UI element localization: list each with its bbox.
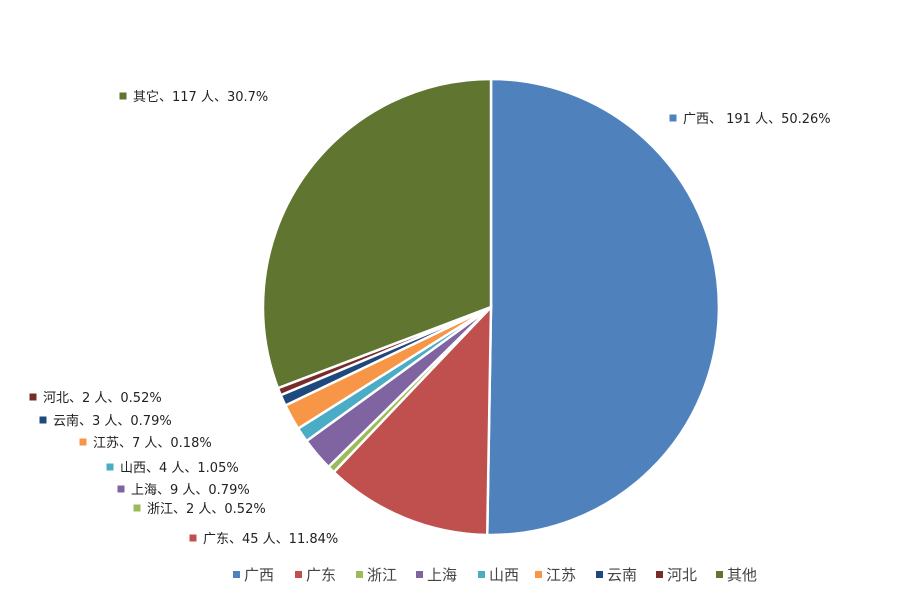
slice-label-4: 山西、4 人、1.05% — [120, 461, 239, 476]
slice-label-2: 浙江、2 人、0.52% — [147, 502, 266, 517]
legend-item-5: 江苏 — [546, 566, 576, 584]
label-marker-4 — [106, 463, 114, 471]
slice-label-5: 江苏、7 人、0.18% — [93, 435, 212, 451]
legend-item-4: 山西 — [489, 566, 519, 584]
legend-item-8: 其他 — [727, 566, 757, 584]
legend-marker-0 — [233, 571, 240, 578]
legend-marker-8 — [716, 571, 723, 578]
label-marker-5 — [79, 438, 87, 446]
label-marker-2 — [133, 504, 141, 512]
legend-marker-3 — [416, 571, 423, 578]
label-marker-1 — [189, 534, 197, 542]
legend-marker-2 — [356, 571, 363, 578]
legend-item-7: 河北 — [667, 566, 697, 584]
legend-item-1: 广东 — [306, 566, 336, 584]
legend-marker-5 — [535, 571, 542, 578]
pie-slice-0 — [485, 77, 721, 537]
label-marker-6 — [39, 416, 47, 424]
legend: 广西 广东 浙江 上海 山西 江苏 云南 河北 其他 — [233, 566, 757, 584]
slice-label-7: 河北、2 人、0.52% — [43, 391, 162, 406]
legend-item-2: 浙江 — [367, 566, 397, 584]
slice-label-3: 上海、9 人、0.79% — [131, 483, 250, 498]
slice-labels: 广西、 191 人、50.26% 广东、45 人、11.84% 浙江、2 人、0.5… — [29, 89, 831, 547]
pie-slices — [261, 77, 721, 537]
pie-slice-8 — [261, 77, 493, 390]
slice-label-0: 广西、 191 人、50.26% — [683, 112, 831, 127]
pie-slice-1 — [332, 303, 493, 537]
slice-label-1: 广东、45 人、11.84% — [203, 532, 338, 547]
slice-label-8: 其它、117 人、30.7% — [133, 89, 268, 105]
slice-label-6: 云南、3 人、0.79% — [53, 413, 172, 429]
legend-marker-1 — [295, 571, 302, 578]
label-marker-0 — [669, 114, 677, 122]
legend-item-0: 广西 — [244, 566, 274, 584]
label-marker-3 — [117, 485, 125, 493]
label-marker-8 — [119, 92, 127, 100]
label-marker-7 — [29, 393, 37, 401]
legend-marker-7 — [656, 571, 663, 578]
legend-marker-4 — [478, 571, 485, 578]
legend-item-6: 云南 — [607, 566, 637, 584]
legend-marker-6 — [596, 571, 603, 578]
legend-item-3: 上海 — [427, 566, 457, 584]
